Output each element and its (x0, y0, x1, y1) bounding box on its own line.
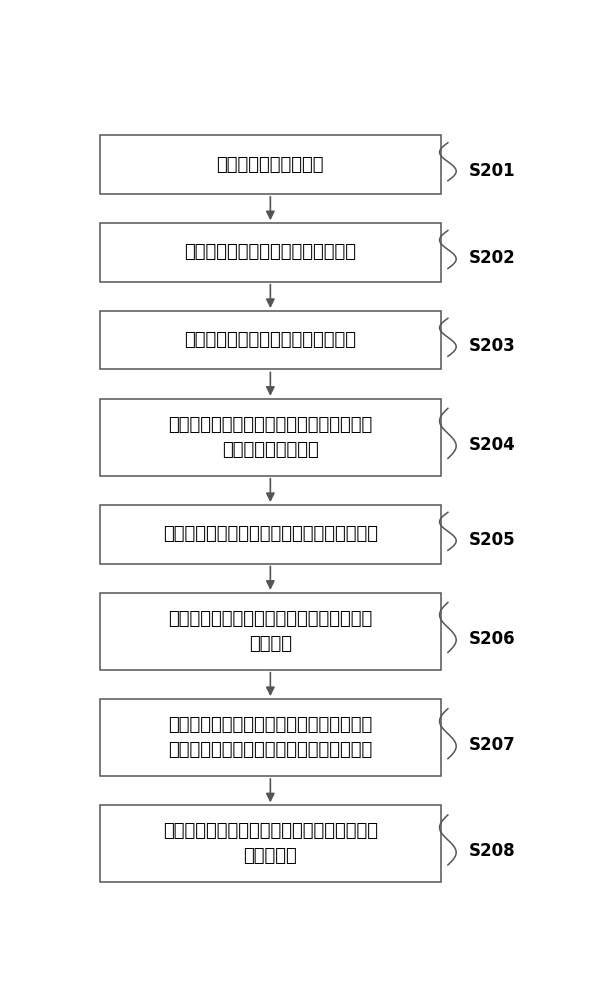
Text: S204: S204 (469, 436, 515, 454)
Text: 将字符串列中字符串値替换为与字符串列中
字符串値对应的键値: 将字符串列中字符串値替换为与字符串列中 字符串値对应的键値 (168, 416, 372, 459)
Text: 根据字符串列中字符串値对应的键値创建对
应的索引: 根据字符串列中字符串値对应的键値创建对 应的索引 (168, 610, 372, 653)
FancyBboxPatch shape (100, 135, 441, 194)
Text: S206: S206 (469, 630, 515, 648)
FancyBboxPatch shape (100, 805, 441, 882)
Text: 确定待压缩处理数据表中的字符串列: 确定待压缩处理数据表中的字符串列 (184, 243, 356, 261)
Text: 确定字符串列中字符串値对应的键値: 确定字符串列中字符串値对应的键値 (184, 331, 356, 349)
FancyBboxPatch shape (100, 399, 441, 476)
Text: S203: S203 (469, 337, 515, 355)
Text: 根据第一存储索引对所述待压缩处理数据表进
行压缩处理: 根据第一存储索引对所述待压缩处理数据表进 行压缩处理 (163, 822, 378, 865)
Text: S201: S201 (469, 162, 515, 180)
FancyBboxPatch shape (100, 699, 441, 776)
Text: 确定待压缩处理数据表: 确定待压缩处理数据表 (217, 156, 324, 174)
FancyBboxPatch shape (100, 311, 441, 369)
Text: S205: S205 (469, 531, 515, 549)
FancyBboxPatch shape (100, 593, 441, 670)
Text: 根据字符串列中字符串値对应的键値对应的
索引替换第二存储索引，得到第一存储索引: 根据字符串列中字符串値对应的键値对应的 索引替换第二存储索引，得到第一存储索引 (168, 716, 372, 759)
Text: S208: S208 (469, 842, 515, 860)
Text: S207: S207 (469, 736, 515, 754)
FancyBboxPatch shape (100, 505, 441, 564)
Text: 确定字符串列中字符串値对应的第二存储索引: 确定字符串列中字符串値对应的第二存储索引 (163, 525, 378, 543)
Text: S202: S202 (469, 249, 515, 267)
FancyBboxPatch shape (100, 223, 441, 282)
